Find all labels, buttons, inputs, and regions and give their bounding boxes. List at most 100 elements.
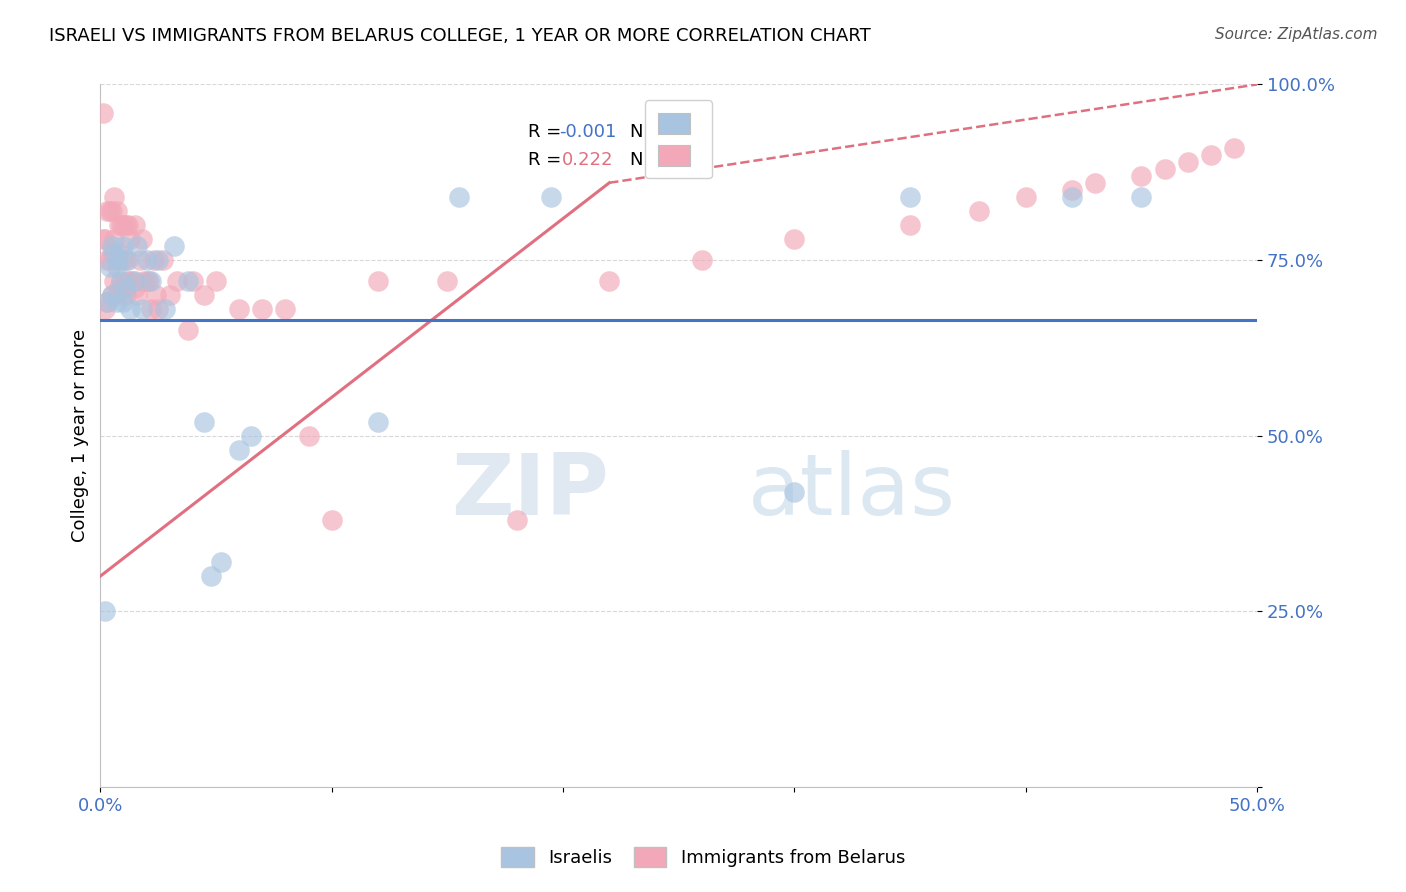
Text: Source: ZipAtlas.com: Source: ZipAtlas.com [1215,27,1378,42]
Point [120,274,142,288]
Point [91,232,114,246]
Point [1130,169,1153,183]
Point [367,274,389,288]
Point [105,295,128,310]
Point [127,288,149,302]
Point [152,253,174,268]
Point [101,288,124,302]
Point [1199,147,1222,161]
Point [321,513,343,527]
Point [239,428,262,442]
Point [108,246,131,260]
Point [120,302,142,317]
Point [540,190,562,204]
Point [138,274,160,288]
Point [145,288,167,302]
Point [163,239,186,253]
Text: atlas: atlas [748,450,956,533]
Point [103,246,125,260]
Point [114,288,136,302]
Text: ZIP: ZIP [451,450,609,533]
Point [141,302,163,317]
Point [209,555,232,569]
Point [101,203,124,218]
Point [105,260,128,274]
Legend: Israelis, Immigrants from Belarus: Israelis, Immigrants from Belarus [494,839,912,874]
Point [96,203,118,218]
Point [127,239,149,253]
Point [177,274,200,288]
Point [124,218,146,232]
Point [969,203,991,218]
Point [252,302,274,317]
Point [898,190,921,204]
Point [121,274,143,288]
Text: -0.001: -0.001 [560,123,617,141]
Text: R =: R = [529,151,574,169]
Point [598,274,620,288]
Point [124,281,146,295]
Point [1084,176,1107,190]
Point [1153,161,1175,176]
Point [101,239,124,253]
Point [101,288,124,302]
Point [108,253,131,268]
Point [112,281,135,295]
Point [898,218,921,232]
Point [1177,154,1199,169]
Point [193,288,215,302]
Point [142,253,165,268]
Point [94,302,117,317]
Text: 36: 36 [661,123,683,141]
Point [96,295,118,310]
Point [447,190,470,204]
Point [141,274,163,288]
Point [96,253,118,268]
Point [117,253,139,268]
Point [128,253,150,268]
Point [783,484,806,499]
Point [101,246,124,260]
Point [114,253,136,268]
Point [124,274,146,288]
Point [228,302,250,317]
Point [103,274,125,288]
Text: N =: N = [630,151,671,169]
Point [105,253,128,268]
Point [131,302,153,317]
Point [112,253,135,268]
Point [94,604,117,618]
Point [135,274,157,288]
Point [1060,190,1083,204]
Point [159,288,181,302]
Point [148,253,170,268]
Text: R =: R = [529,123,568,141]
Point [105,203,128,218]
Point [228,442,250,457]
Point [135,253,157,268]
Point [177,323,200,337]
Point [1060,183,1083,197]
Point [193,415,215,429]
Point [105,288,128,302]
Point [98,260,121,274]
Text: ISRAELI VS IMMIGRANTS FROM BELARUS COLLEGE, 1 YEAR OR MORE CORRELATION CHART: ISRAELI VS IMMIGRANTS FROM BELARUS COLLE… [49,27,870,45]
Point [103,190,125,204]
Point [166,274,188,288]
Text: 0.222: 0.222 [562,151,613,169]
Point [153,302,176,317]
Point [181,274,204,288]
Point [108,281,131,295]
Point [148,302,170,317]
Point [131,232,153,246]
Point [98,253,121,268]
Point [367,415,389,429]
Point [1130,190,1153,204]
Point [297,428,319,442]
Point [110,218,132,232]
Point [1015,190,1038,204]
Text: N =: N = [630,123,671,141]
Point [134,274,156,288]
Point [117,218,139,232]
Point [103,232,125,246]
